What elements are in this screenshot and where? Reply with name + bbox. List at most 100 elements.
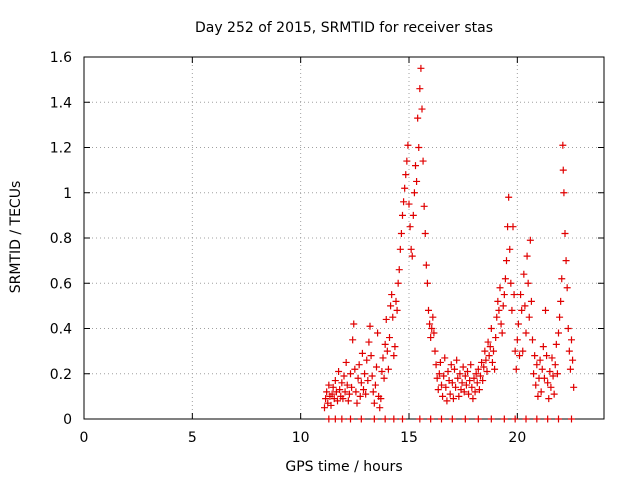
data-point-marker (512, 365, 520, 373)
data-point-marker (517, 291, 525, 299)
data-point-marker (533, 415, 541, 423)
data-point-marker (344, 397, 352, 405)
data-point-marker (498, 329, 506, 337)
data-point-marker (478, 358, 486, 366)
data-point-marker (407, 245, 415, 253)
data-point-marker (508, 306, 516, 314)
data-point-marker (550, 390, 558, 398)
data-point-marker (564, 325, 572, 332)
data-point-marker (370, 399, 378, 407)
x-tick-label: 0 (80, 430, 89, 446)
data-point-marker (484, 338, 492, 346)
data-point-marker (323, 388, 331, 396)
data-point-marker (544, 415, 552, 423)
data-point-marker (370, 415, 378, 423)
data-point-marker (342, 358, 350, 366)
data-point-marker (452, 383, 460, 391)
data-point-marker (461, 372, 469, 380)
y-tick-label: 1 (63, 186, 72, 202)
data-point-marker (410, 189, 418, 197)
data-point-marker (347, 415, 354, 423)
data-point-marker (505, 193, 513, 201)
chart-title: Day 252 of 2015, SRMTID for receiver sta… (195, 20, 493, 36)
data-point-marker (513, 336, 521, 344)
data-point-marker (438, 381, 445, 389)
data-point-marker (348, 383, 356, 391)
data-point-marker (338, 379, 346, 387)
data-point-marker (488, 358, 496, 366)
y-tick-label: 0.4 (50, 322, 72, 338)
data-point-marker (439, 392, 447, 400)
data-point-marker (559, 166, 567, 174)
data-point-marker (435, 370, 443, 378)
data-point-marker (566, 365, 574, 373)
y-tick-label: 0 (63, 412, 72, 428)
data-point-marker (441, 354, 449, 362)
data-point-marker (390, 352, 398, 360)
data-point-marker (474, 365, 482, 373)
data-point-marker (496, 284, 504, 292)
data-point-marker (434, 386, 442, 394)
data-point-marker (322, 395, 330, 403)
data-point-marker (377, 395, 385, 403)
data-point-marker (419, 157, 427, 165)
x-tick-label: 10 (292, 430, 310, 446)
data-point-marker (329, 383, 337, 391)
data-point-marker (473, 379, 481, 387)
data-point-marker (511, 415, 519, 423)
data-point-marker (335, 367, 343, 375)
data-point-marker (399, 211, 406, 219)
data-point-marker (374, 329, 382, 337)
data-point-marker (444, 367, 452, 375)
data-point-marker (568, 336, 575, 344)
data-point-marker (408, 252, 416, 260)
data-point-marker (547, 383, 555, 391)
data-point-marker (500, 291, 508, 299)
data-point-marker (436, 358, 444, 366)
data-point-marker (345, 390, 353, 398)
data-point-marker (442, 383, 450, 391)
data-point-marker (381, 340, 389, 348)
data-point-marker (366, 322, 374, 330)
data-point-marker (474, 415, 482, 423)
data-point-marker (418, 105, 426, 113)
data-point-marker (527, 297, 535, 305)
data-point-marker (520, 270, 528, 278)
data-point-marker (412, 162, 419, 170)
data-point-marker (561, 229, 569, 237)
data-point-marker (549, 372, 557, 380)
data-point-marker (516, 352, 523, 360)
data-point-marker (448, 415, 456, 423)
data-point-marker (340, 372, 348, 380)
data-point-marker (394, 279, 402, 287)
data-point-marker (542, 306, 549, 314)
data-point-marker (558, 275, 566, 283)
data-point-marker (321, 404, 328, 412)
data-point-marker (461, 415, 469, 423)
data-point-marker (334, 397, 341, 405)
data-point-marker (363, 356, 371, 364)
data-point-marker (347, 370, 354, 378)
data-point-marker (403, 157, 411, 165)
data-point-marker (507, 279, 515, 287)
data-point-marker (570, 383, 578, 391)
data-point-marker (522, 415, 530, 423)
data-point-marker (506, 245, 514, 253)
data-point-marker (482, 356, 490, 364)
data-point-marker (446, 390, 454, 398)
data-point-marker (499, 302, 507, 310)
data-point-marker (514, 320, 522, 328)
data-point-marker (420, 202, 428, 210)
data-points (321, 64, 578, 423)
data-point-marker (404, 141, 412, 149)
data-point-marker (493, 313, 501, 321)
data-point-marker (399, 415, 406, 423)
data-point-marker (530, 370, 538, 378)
data-point-marker (563, 284, 571, 292)
data-point-marker (548, 354, 556, 362)
data-point-marker (533, 361, 541, 369)
data-point-marker (405, 200, 413, 208)
data-point-marker (449, 395, 457, 403)
data-point-marker (400, 198, 408, 206)
data-point-marker (353, 399, 361, 407)
